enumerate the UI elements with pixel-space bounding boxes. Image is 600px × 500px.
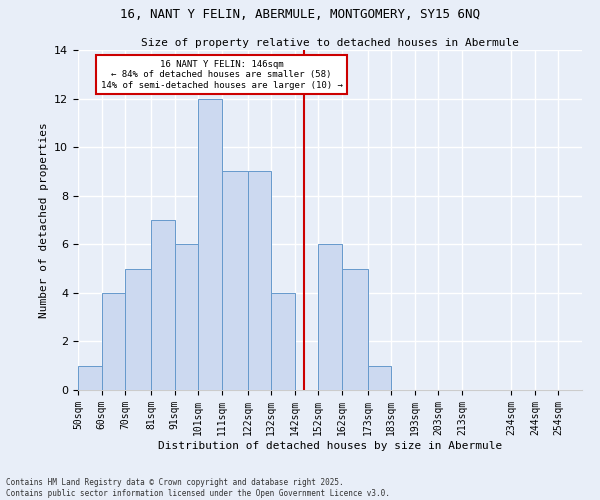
Y-axis label: Number of detached properties: Number of detached properties (38, 122, 49, 318)
Bar (101, 293, 125, 390)
Bar (125, 268, 151, 390)
Text: 16, NANT Y FELIN, ABERMULE, MONTGOMERY, SY15 6NQ: 16, NANT Y FELIN, ABERMULE, MONTGOMERY, … (120, 8, 480, 20)
X-axis label: Distribution of detached houses by size in Abermule: Distribution of detached houses by size … (158, 440, 502, 450)
Bar (342, 268, 368, 390)
Bar (248, 172, 271, 390)
Bar (271, 293, 295, 390)
Bar (318, 244, 342, 390)
Bar (175, 244, 198, 390)
Bar (198, 98, 221, 390)
Bar (221, 172, 248, 390)
Bar (151, 220, 175, 390)
Title: Size of property relative to detached houses in Abermule: Size of property relative to detached ho… (141, 38, 519, 48)
Text: Contains HM Land Registry data © Crown copyright and database right 2025.
Contai: Contains HM Land Registry data © Crown c… (6, 478, 390, 498)
Bar (368, 366, 391, 390)
Text: 16 NANT Y FELIN: 146sqm
← 84% of detached houses are smaller (58)
14% of semi-de: 16 NANT Y FELIN: 146sqm ← 84% of detache… (101, 60, 343, 90)
Bar (78, 366, 101, 390)
